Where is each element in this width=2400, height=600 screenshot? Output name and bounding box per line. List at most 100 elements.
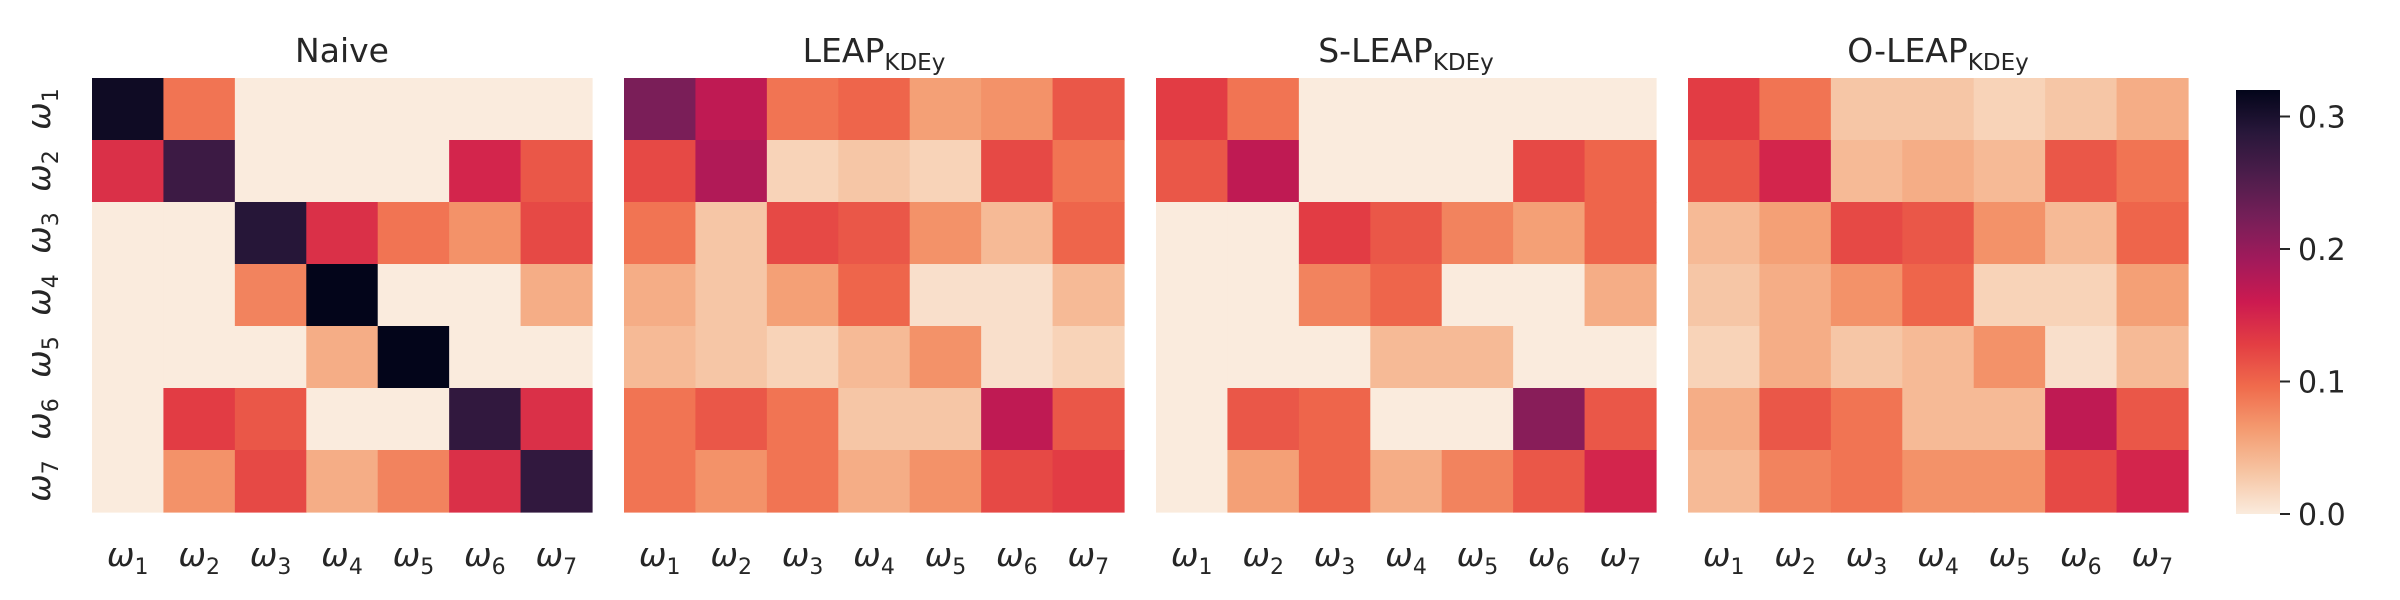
heatmap-cell <box>449 326 522 389</box>
heatmap-cell <box>1052 264 1125 327</box>
heatmap-cell <box>1513 78 1586 141</box>
heatmap-cell <box>1156 388 1229 451</box>
heatmap-cell <box>1298 78 1371 141</box>
heatmap-cell <box>1584 202 1657 265</box>
heatmap-cell <box>1973 202 2046 265</box>
heatmap-cell <box>624 202 697 265</box>
heatmap-cell <box>163 450 236 513</box>
heatmap-cell <box>624 388 697 451</box>
colorbar-tick-label: 0.1 <box>2298 366 2346 401</box>
heatmap-cell <box>1902 388 1975 451</box>
heatmap-cell <box>1370 264 1443 327</box>
heatmap-cell <box>449 140 522 203</box>
heatmap-cell <box>92 388 165 451</box>
heatmap-cell <box>449 388 522 451</box>
heatmap-cell <box>1441 202 1514 265</box>
heatmap-cell <box>234 202 307 265</box>
heatmap-cell <box>520 264 593 327</box>
x-tick-label: ω7 <box>1599 535 1641 580</box>
heatmap-cell <box>838 450 911 513</box>
heatmap-cell <box>1370 450 1443 513</box>
heatmap-cell <box>1052 326 1125 389</box>
heatmap-cell <box>1759 450 1832 513</box>
heatmap-cell <box>981 264 1054 327</box>
heatmap-cell <box>1973 388 2046 451</box>
heatmap-cell <box>695 388 768 451</box>
heatmap-cell <box>234 388 307 451</box>
x-tick-label: ω6 <box>996 535 1038 580</box>
heatmap-cell <box>1830 202 1903 265</box>
heatmap-cell <box>1759 202 1832 265</box>
heatmap-cell <box>766 264 839 327</box>
x-tick-label: ω4 <box>1917 535 1959 580</box>
heatmap-cell <box>306 140 379 203</box>
heatmap-cell <box>1052 202 1125 265</box>
heatmap-cell <box>377 388 450 451</box>
heatmap-cell <box>1973 264 2046 327</box>
heatmap-panel: S-LEAPKDEy ω1 ω2 ω3 ω4 ω5 ω6 ω7 <box>1156 31 1657 580</box>
heatmap-cell <box>1156 202 1229 265</box>
heatmap-cell <box>163 264 236 327</box>
heatmap-cell <box>1052 78 1125 141</box>
heatmap-cell <box>1227 202 1300 265</box>
heatmap-cell <box>1902 450 1975 513</box>
heatmap-cell <box>909 140 982 203</box>
heatmap-cell <box>624 264 697 327</box>
heatmap-cell <box>1584 78 1657 141</box>
heatmap-cell <box>1227 264 1300 327</box>
heatmap-cell <box>1370 326 1443 389</box>
heatmap-cell <box>1688 326 1761 389</box>
heatmap-cell <box>1052 450 1125 513</box>
heatmap-cell <box>695 264 768 327</box>
heatmap-cell <box>1830 264 1903 327</box>
heatmap-cell <box>163 202 236 265</box>
heatmap-cell <box>624 140 697 203</box>
heatmap-cell <box>2116 78 2189 141</box>
heatmap-cell <box>766 202 839 265</box>
x-tick-label: ω3 <box>1846 535 1888 580</box>
heatmap-cell <box>1227 326 1300 389</box>
heatmap-cell <box>377 326 450 389</box>
heatmap-cell <box>981 450 1054 513</box>
heatmap-cell <box>1902 140 1975 203</box>
heatmap-cell <box>1759 140 1832 203</box>
heatmap-cell <box>1902 78 1975 141</box>
heatmap-cell <box>306 388 379 451</box>
heatmap-cell <box>1227 78 1300 141</box>
heatmap-cell <box>909 264 982 327</box>
heatmap-cell <box>520 202 593 265</box>
heatmap-cell <box>695 78 768 141</box>
heatmap-cell <box>2116 202 2189 265</box>
heatmap-cell <box>766 78 839 141</box>
x-tick-label: ω3 <box>1314 535 1356 580</box>
heatmap-cell <box>1441 388 1514 451</box>
heatmap-cell <box>1830 140 1903 203</box>
heatmap-cell <box>92 140 165 203</box>
x-tick-label: ω5 <box>1989 535 2031 580</box>
heatmap-cell <box>1688 264 1761 327</box>
colorbar-tick-label: 0.0 <box>2298 498 2346 533</box>
y-tick-label: ω1 <box>19 88 64 130</box>
colorbar-tick-label: 0.3 <box>2298 101 2346 136</box>
heatmap-cell <box>520 450 593 513</box>
heatmap-cell <box>306 450 379 513</box>
panel-title: O-LEAPKDEy <box>1847 31 2028 76</box>
heatmap-cell <box>1973 450 2046 513</box>
heatmap-cell <box>1227 388 1300 451</box>
heatmap-cell <box>1902 202 1975 265</box>
heatmap-cell <box>306 264 379 327</box>
heatmap-cell <box>2116 450 2189 513</box>
heatmap-cell <box>234 264 307 327</box>
heatmap-cell <box>909 202 982 265</box>
x-tick-label: ω1 <box>1171 535 1213 580</box>
heatmap-cell <box>838 326 911 389</box>
x-tick-label: ω2 <box>710 535 752 580</box>
heatmap-cell <box>377 140 450 203</box>
heatmap-cell <box>1156 326 1229 389</box>
heatmap-cell <box>377 450 450 513</box>
heatmap-cell <box>1370 78 1443 141</box>
heatmap-cell <box>2045 264 2118 327</box>
heatmap-cell <box>234 140 307 203</box>
heatmap-cell <box>234 326 307 389</box>
